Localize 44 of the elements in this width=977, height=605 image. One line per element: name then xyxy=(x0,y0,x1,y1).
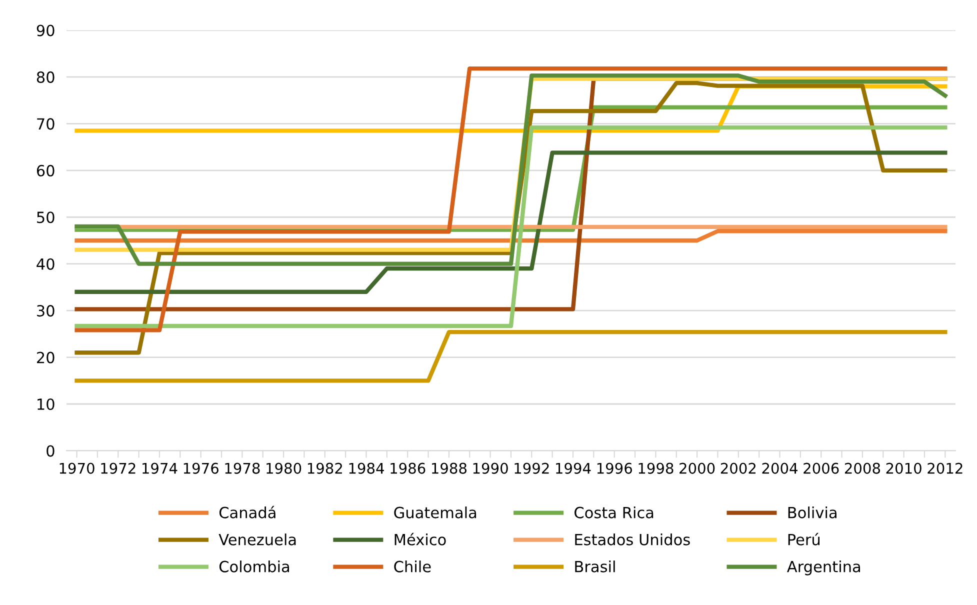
x-tick-label: 1970 xyxy=(60,462,94,474)
legend-label: Perú xyxy=(788,532,820,546)
x-tick-label: 1984 xyxy=(349,462,384,474)
x-tick-label: 1992 xyxy=(514,462,549,474)
x-tick-label: 1976 xyxy=(184,462,218,474)
y-tick-label: 70 xyxy=(37,118,54,130)
legend-label: Brasil xyxy=(575,560,615,572)
legend-label: México xyxy=(394,532,446,546)
legend-label: Chile xyxy=(394,560,431,572)
x-tick-label: 2006 xyxy=(804,462,839,474)
legend-label: Canadá xyxy=(219,506,276,518)
y-tick-label: 60 xyxy=(36,164,54,176)
legend-label: Colombia xyxy=(219,560,290,572)
y-tick-label: 50 xyxy=(37,212,54,224)
x-tick-label: 1980 xyxy=(266,462,302,474)
x-tick-label: 1982 xyxy=(308,462,342,474)
legend-label: Estados Unidos xyxy=(575,534,690,546)
x-tick-label: 1990 xyxy=(473,462,508,474)
x-tick-label: 2010 xyxy=(886,462,922,474)
x-tick-label: 2012 xyxy=(928,462,962,474)
x-tick-label: 1986 xyxy=(390,462,426,474)
legend-label: Costa Rica xyxy=(574,506,654,518)
x-tick-label: 2002 xyxy=(720,462,756,474)
legend-label: Bolivia xyxy=(788,506,836,518)
y-tick-label: 90 xyxy=(36,24,54,36)
x-tick-label: 1972 xyxy=(101,462,136,474)
legend-label: Argentina xyxy=(786,560,860,576)
x-tick-label: 2000 xyxy=(680,462,715,474)
x-tick-label: 1978 xyxy=(225,462,260,474)
x-tick-label: 1994 xyxy=(556,462,591,474)
legend-label: Venezuela xyxy=(218,534,296,546)
y-tick-label: 80 xyxy=(36,71,54,83)
y-tick-label: 30 xyxy=(37,305,54,317)
x-tick-label: 2004 xyxy=(762,462,798,474)
y-tick-label: 0 xyxy=(46,445,54,457)
x-tick-label: 1996 xyxy=(597,462,632,474)
legend-label: Guatemala xyxy=(394,506,476,518)
x-tick-label: 1988 xyxy=(432,462,466,474)
y-tick-label: 40 xyxy=(36,258,54,270)
x-tick-label: 1974 xyxy=(142,462,178,474)
x-tick-label: 1998 xyxy=(638,462,674,474)
y-tick-label: 20 xyxy=(37,352,54,364)
x-tick-label: 2008 xyxy=(844,462,880,474)
y-tick-label: 10 xyxy=(38,398,54,410)
